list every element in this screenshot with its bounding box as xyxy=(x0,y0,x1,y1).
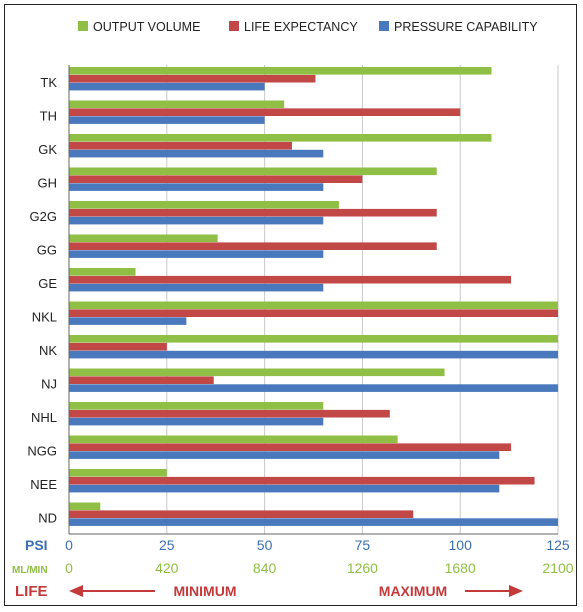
bar xyxy=(69,518,558,526)
category-label: NJ xyxy=(41,376,57,391)
bar xyxy=(69,167,437,176)
ml-tick-label: 0 xyxy=(65,560,73,576)
bar xyxy=(69,175,363,183)
bar xyxy=(69,183,324,191)
legend-label: PRESSURE CAPABILITY xyxy=(394,20,538,34)
minimum-label: MINIMUM xyxy=(174,583,237,599)
bar xyxy=(69,350,558,359)
bar xyxy=(69,335,558,343)
bar xyxy=(69,417,324,426)
bar xyxy=(69,317,187,325)
life-label: LIFE xyxy=(15,583,48,600)
bar xyxy=(69,309,558,317)
bar xyxy=(69,100,285,109)
chart-frame: OUTPUT VOLUME LIFE EXPECTANCY PRESSURE CAP… xyxy=(4,4,577,606)
bar xyxy=(69,342,167,351)
bar xyxy=(69,208,437,217)
maximum-label: MAXIMUM xyxy=(379,583,447,599)
category-label: NKL xyxy=(32,309,57,324)
bar xyxy=(69,402,324,410)
bar xyxy=(69,301,558,310)
bar xyxy=(69,234,218,243)
category-label: NK xyxy=(39,343,57,358)
ml-tick-label: 2100 xyxy=(542,560,573,576)
legend-swatch xyxy=(379,21,389,31)
category-label: NGG xyxy=(27,443,57,458)
category-label: GE xyxy=(38,276,57,291)
ml-label: ML/MIN xyxy=(12,565,48,576)
maximum-arrow-head xyxy=(509,585,523,597)
legend-label: OUTPUT VOLUME xyxy=(93,20,200,34)
category-label: GK xyxy=(38,142,57,157)
bar xyxy=(69,409,390,418)
bar xyxy=(69,469,167,477)
category-label: TK xyxy=(40,75,57,90)
legend-label: LIFE EXPECTANCY xyxy=(244,20,358,34)
bar xyxy=(69,149,324,158)
bar xyxy=(69,510,414,518)
ml-tick-label: 840 xyxy=(253,560,277,576)
category-label: ND xyxy=(38,510,57,525)
bar xyxy=(69,368,445,377)
bar xyxy=(69,502,101,511)
bar xyxy=(69,476,535,485)
bar xyxy=(69,376,214,384)
psi-tick-label: 25 xyxy=(159,537,175,553)
bar xyxy=(69,384,558,392)
category-label: G2G xyxy=(30,209,57,224)
psi-tick-label: 125 xyxy=(546,537,570,553)
bar xyxy=(69,201,339,209)
bars xyxy=(69,67,558,526)
bar xyxy=(69,141,292,150)
axes xyxy=(68,65,558,535)
bar xyxy=(69,484,500,493)
psi-tick-label: 50 xyxy=(257,537,273,553)
bar xyxy=(69,250,324,258)
bar xyxy=(69,451,500,459)
category-label: NEE xyxy=(30,477,57,492)
bar xyxy=(69,74,316,83)
bar xyxy=(69,216,324,225)
life-scale: LIFE MINIMUM MAXIMUM xyxy=(15,583,523,600)
category-label: GG xyxy=(37,242,57,257)
bar xyxy=(69,82,265,91)
psi-label: PSI xyxy=(25,537,48,553)
ml-tick-label: 1680 xyxy=(445,560,476,576)
legend-swatch xyxy=(78,21,88,31)
legend: OUTPUT VOLUME LIFE EXPECTANCY PRESSURE CAP… xyxy=(78,20,538,34)
bar xyxy=(69,108,461,116)
psi-tick-label: 75 xyxy=(355,537,371,553)
bar xyxy=(69,67,492,75)
ml-tick-label: 420 xyxy=(155,560,179,576)
category-label: TH xyxy=(40,108,57,123)
psi-tick-label: 0 xyxy=(65,537,73,553)
legend-swatch xyxy=(229,21,239,31)
category-label: NHL xyxy=(31,410,57,425)
bar xyxy=(69,242,437,250)
bar xyxy=(69,116,265,124)
category-labels: TK TH GK GH G2G GG GE NKL NK NJ NHL NGG NEE ND xyxy=(27,75,57,526)
bar xyxy=(69,283,324,292)
bar xyxy=(69,435,398,444)
chart: OUTPUT VOLUME LIFE EXPECTANCY PRESSURE CAP… xyxy=(12,20,574,600)
psi-tick-label: 100 xyxy=(449,537,473,553)
category-label: GH xyxy=(38,175,58,190)
tick-labels: PSI 0 25 50 75 100 125 ML/MIN 0 420 840 1260 1680 210… xyxy=(12,537,574,576)
bar xyxy=(69,268,136,276)
bar xyxy=(69,134,492,142)
bar xyxy=(69,275,512,284)
minimum-arrow-head xyxy=(69,585,83,597)
ml-tick-label: 1260 xyxy=(347,560,378,576)
bar xyxy=(69,443,512,451)
